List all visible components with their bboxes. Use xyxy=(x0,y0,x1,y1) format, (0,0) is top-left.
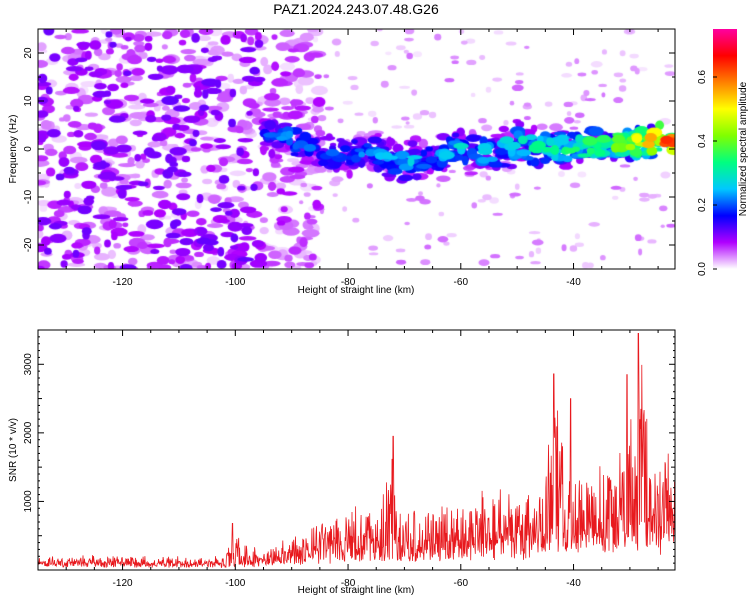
x-tick-label: -80 xyxy=(341,277,356,288)
colorbar-tick-label: 0.2 xyxy=(697,198,708,212)
x-tick-label: -60 xyxy=(454,578,469,589)
spectrogram-heatmap xyxy=(38,29,675,269)
x-tick-label: -100 xyxy=(225,578,245,589)
snr-x-ticks: -120 -100 -80 -60 -40 xyxy=(65,330,659,589)
spectrogram-x-label: Height of straight line (km) xyxy=(298,285,415,296)
spectrogram-y-label: Frequency (Hz) xyxy=(8,115,19,184)
x-tick-label: -40 xyxy=(566,277,581,288)
x-tick-label: -40 xyxy=(566,578,581,589)
snr-y-label: SNR (10 * v/v) xyxy=(8,418,19,482)
snr-y-ticks: 1000 2000 3000 xyxy=(23,336,675,564)
y-tick-label: 20 xyxy=(23,47,34,59)
colorbar-label: Normalized spectral amplitude xyxy=(738,81,749,216)
colorbar: 0.0 0.2 0.4 0.6 Normalized spectral amplitu… xyxy=(697,29,749,276)
chart-title: PAZ1.2024.243.07.48.G26 xyxy=(273,1,439,17)
spectrogram-y-ticks: -20 -10 0 10 20 xyxy=(23,28,675,270)
snr-frame xyxy=(37,329,676,571)
y-tick-label: 1000 xyxy=(23,490,34,513)
x-tick-label: -120 xyxy=(113,277,133,288)
spectrogram-x-ticks: -120 -100 -80 -60 -40 xyxy=(65,29,659,288)
x-tick-label: -80 xyxy=(341,578,356,589)
y-tick-label: 0 xyxy=(23,146,34,152)
snr-x-label: Height of straight line (km) xyxy=(298,585,415,596)
colorbar-tick-label: 0.4 xyxy=(697,134,708,148)
x-tick-label: -120 xyxy=(113,578,133,589)
x-tick-label: -100 xyxy=(225,277,245,288)
y-tick-label: -10 xyxy=(23,189,34,204)
spectrogram-image xyxy=(38,29,675,269)
y-tick-label: 10 xyxy=(23,95,34,107)
colorbar-ticks: 0.0 0.2 0.4 0.6 xyxy=(697,70,717,276)
y-tick-label: 3000 xyxy=(23,353,34,376)
y-tick-label: 2000 xyxy=(23,421,34,444)
y-tick-label: -20 xyxy=(23,237,34,252)
colorbar-tick-label: 0.6 xyxy=(697,70,708,84)
snr-series-line xyxy=(37,333,676,569)
snr-panel: -120 -100 -80 -60 -40 1000 2000 3000 Height of… xyxy=(8,329,676,596)
colorbar-gradient xyxy=(713,29,737,269)
colorbar-tick-label: 0.0 xyxy=(697,262,708,276)
x-tick-label: -60 xyxy=(454,277,469,288)
